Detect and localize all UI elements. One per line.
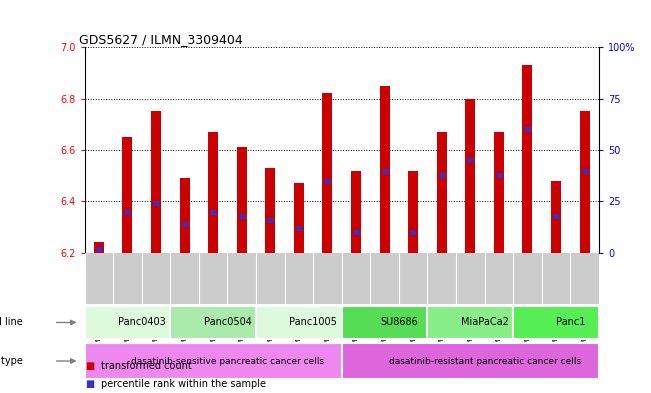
Text: percentile rank within the sample: percentile rank within the sample [101,379,266,389]
Bar [523,65,533,253]
Bar [342,306,428,339]
Text: dasatinib-resistant pancreatic cancer cells: dasatinib-resistant pancreatic cancer ce… [389,356,581,365]
Text: MiaPaCa2: MiaPaCa2 [461,318,508,327]
Bar [237,147,247,253]
Bar [437,132,447,253]
Bar [380,86,390,253]
Bar [342,343,599,379]
Bar [428,306,513,339]
Text: Panc0504: Panc0504 [204,318,251,327]
Bar [151,111,161,253]
Text: dasatinib-sensitive pancreatic cancer cells: dasatinib-sensitive pancreatic cancer ce… [131,356,324,365]
Bar [551,181,561,253]
Text: SU8686: SU8686 [380,318,418,327]
Text: Panc0403: Panc0403 [118,318,165,327]
Bar [408,171,418,253]
Bar [171,306,256,339]
Text: cell line: cell line [0,318,23,327]
Bar [94,242,104,253]
Text: transformed count: transformed count [101,362,191,371]
Bar [494,132,504,253]
Text: Panc1005: Panc1005 [289,318,337,327]
Bar [351,171,361,253]
Bar [85,306,171,339]
Bar [85,343,342,379]
Text: Panc1: Panc1 [556,318,585,327]
Bar [208,132,218,253]
Bar [513,306,599,339]
Bar [122,137,133,253]
Bar [465,99,475,253]
Bar [322,94,333,253]
Bar [266,168,275,253]
Text: cell type: cell type [0,356,23,366]
Bar [579,111,590,253]
Bar [180,178,189,253]
Bar [256,306,342,339]
Text: ■: ■ [85,362,94,371]
Text: ■: ■ [85,379,94,389]
Text: GDS5627 / ILMN_3309404: GDS5627 / ILMN_3309404 [79,33,243,46]
Bar [294,184,304,253]
